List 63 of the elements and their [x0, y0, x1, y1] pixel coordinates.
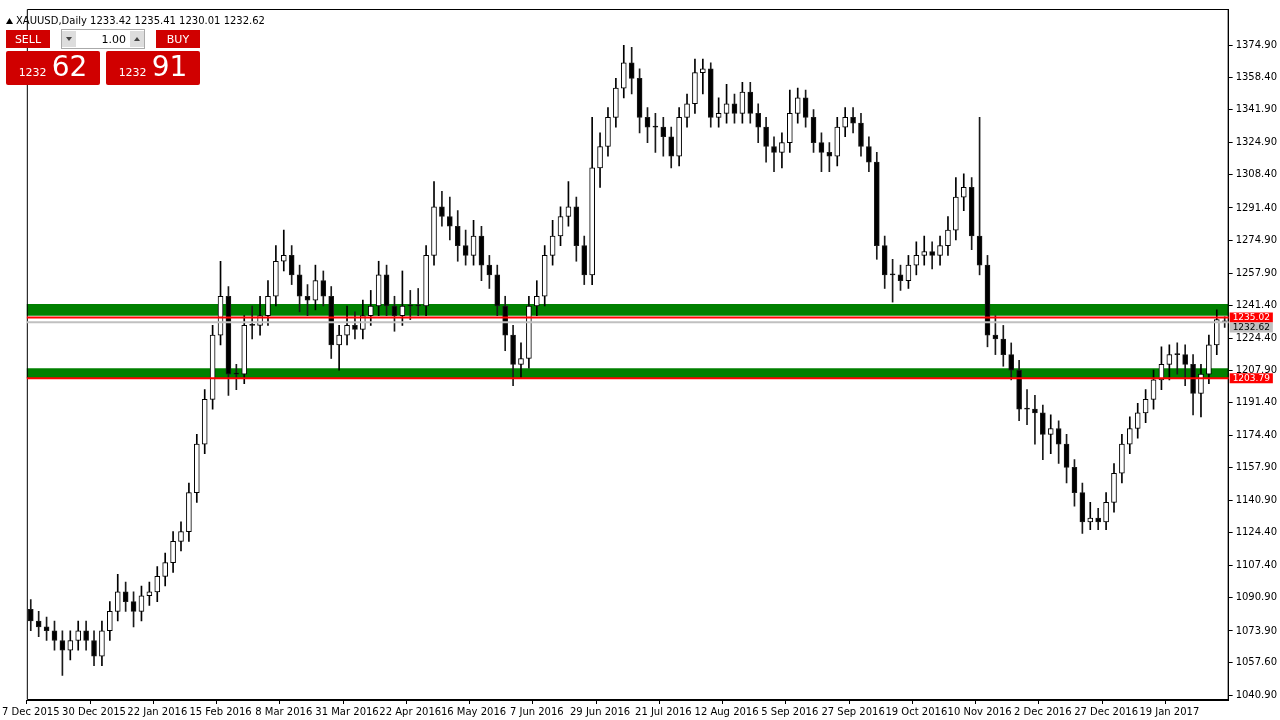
x-tick-label: 27 Sep 2016: [821, 705, 885, 717]
y-tick-label: 1241.40: [1235, 298, 1278, 310]
candlestick: [35, 610, 42, 637]
candlestick: [518, 342, 524, 379]
y-tick-label: 1057.60: [1235, 656, 1278, 668]
y-tick-label: 1291.40: [1235, 201, 1278, 213]
x-tick-label: 7 Jun 2016: [509, 705, 564, 717]
y-tick-label: 1073.90: [1235, 624, 1278, 636]
candlestick: [850, 107, 856, 134]
y-tick-label: 1207.90: [1235, 363, 1278, 375]
x-tick-label: 22 Apr 2016: [379, 705, 442, 717]
y-tick-label: 1274.90: [1235, 233, 1278, 245]
candlestick: [1047, 414, 1054, 455]
candlestick: [921, 235, 928, 266]
annotation: BUY: [156, 30, 200, 48]
x-tick-label: 21 Jul 2016: [635, 705, 692, 717]
x-tick-label: 31 Mar 2016: [315, 705, 379, 717]
y-tick-label: 1107.40: [1235, 559, 1278, 571]
y-tick-label: 1174.40: [1235, 429, 1278, 441]
candlestick: [407, 290, 414, 320]
annotation: 1232 91: [118, 50, 188, 83]
candlestick: [336, 325, 342, 371]
y-tick-label: 1324.90: [1235, 136, 1278, 148]
candlestick: [1024, 389, 1030, 425]
y-tick-label: 1341.90: [1235, 103, 1278, 115]
annotation: 1232 62: [18, 50, 88, 83]
candlestick: [929, 241, 935, 270]
candlestick: [280, 229, 287, 272]
ref-line-label: 1235.02: [1232, 312, 1270, 323]
y-tick-label: 1124.40: [1235, 526, 1278, 538]
candlestick: [660, 117, 667, 157]
x-tick-label: 16 May 2016: [440, 705, 507, 717]
x-tick-label: 8 Mar 2016: [255, 705, 313, 717]
x-tick-label: 22 Jan 2016: [127, 705, 188, 717]
x-tick-label: 19 Jan 2017: [1139, 705, 1200, 717]
x-tick-label: 30 Dec 2015: [62, 705, 126, 717]
annotation: SELL: [6, 30, 50, 48]
annotation: 1.00: [100, 32, 127, 46]
x-tick-label: 15 Feb 2016: [189, 705, 252, 717]
x-tick-label: 12 Aug 2016: [694, 705, 759, 717]
candlestick: [771, 136, 777, 173]
candlestick: [960, 173, 967, 212]
y-tick-label: 1257.90: [1235, 266, 1278, 278]
candlestick: [700, 58, 706, 95]
x-tick-label: 5 Sep 2016: [761, 705, 819, 717]
y-tick-label: 1224.40: [1235, 331, 1278, 343]
x-tick-label: 27 Dec 2016: [1074, 705, 1139, 717]
y-tick-label: 1191.40: [1235, 396, 1278, 408]
y-tick-label: 1308.40: [1235, 168, 1278, 180]
y-tick-label: 1358.40: [1235, 71, 1278, 83]
x-tick-label: 10 Nov 2016: [947, 705, 1012, 717]
y-tick-label: 1140.90: [1235, 494, 1278, 506]
candlestick: [415, 288, 422, 317]
x-tick-label: 29 Jun 2016: [569, 705, 631, 717]
ref-line-label: 1232.62: [1232, 322, 1270, 333]
x-tick-label: 19 Oct 2016: [885, 705, 948, 717]
ref-line-label: 1203.79: [1232, 373, 1271, 384]
x-tick-label: 7 Dec 2015: [2, 705, 60, 717]
y-tick-label: 1090.90: [1235, 591, 1278, 603]
y-tick-label: 1374.90: [1235, 39, 1278, 51]
x-tick-label: 2 Dec 2016: [1014, 705, 1072, 717]
y-tick-label: 1157.90: [1235, 461, 1278, 473]
y-tick-label: 1040.90: [1235, 688, 1278, 700]
